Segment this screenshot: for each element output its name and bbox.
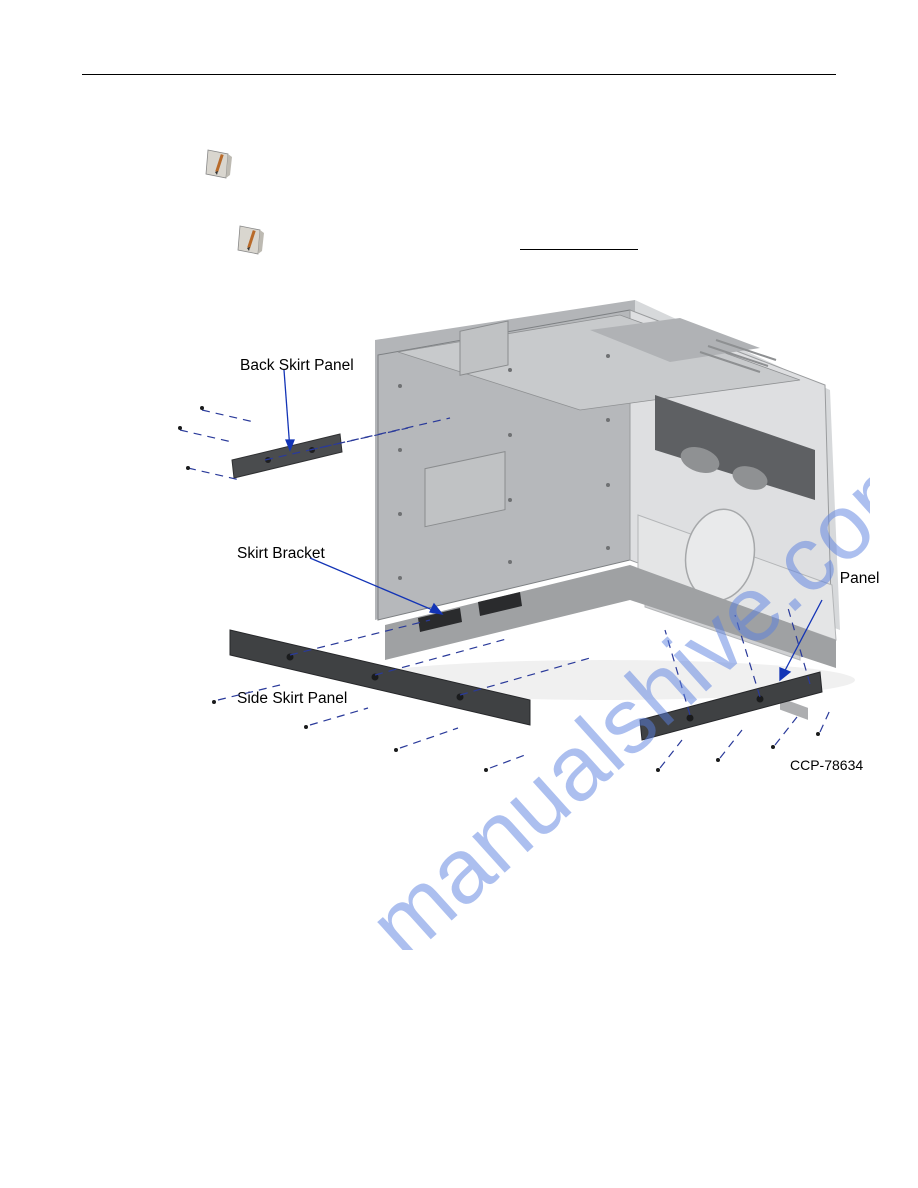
equipment-diagram xyxy=(160,300,880,800)
page-top-rule xyxy=(82,74,836,75)
note-icon xyxy=(204,148,232,180)
note-icon xyxy=(236,224,264,256)
section-title-underline xyxy=(520,249,638,250)
